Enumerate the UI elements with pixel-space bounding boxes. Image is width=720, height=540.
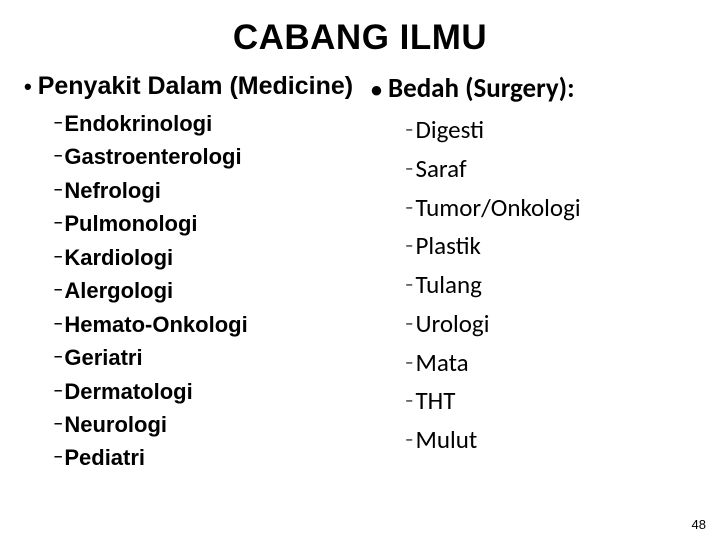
list-item: –Mulut <box>405 421 702 460</box>
right-column: • Bedah (Surgery): –Digesti –Saraf –Tumo… <box>363 72 702 475</box>
item-text: THT <box>415 382 455 421</box>
dash-icon: – <box>54 207 62 240</box>
list-item: –Gastroenterologi <box>54 140 355 173</box>
bullet-icon: • <box>371 79 382 101</box>
item-text: Mata <box>415 344 468 383</box>
list-item: –Digesti <box>405 111 702 150</box>
list-item: –Geriatri <box>54 341 355 374</box>
dash-icon: – <box>405 305 413 344</box>
columns: • Penyakit Dalam (Medicine) –Endokrinolo… <box>0 72 720 475</box>
item-text: Endokrinologi <box>64 107 212 140</box>
list-item: –Plastik <box>405 227 702 266</box>
dash-icon: – <box>405 189 413 228</box>
item-text: Neurologi <box>64 408 167 441</box>
page-number: 48 <box>692 517 706 532</box>
slide-title: CABANG ILMU <box>0 18 720 58</box>
item-text: Dermatologi <box>64 375 192 408</box>
dash-icon: – <box>405 111 413 150</box>
list-item: –Tulang <box>405 266 702 305</box>
dash-icon: – <box>405 344 413 383</box>
list-item: –Kardiologi <box>54 241 355 274</box>
item-text: Kardiologi <box>64 241 173 274</box>
list-item: –Mata <box>405 344 702 383</box>
item-text: Urologi <box>415 305 489 344</box>
bullet-icon: • <box>24 76 32 98</box>
dash-icon: – <box>54 274 62 307</box>
dash-icon: – <box>54 308 62 341</box>
item-text: Geriatri <box>64 341 142 374</box>
list-item: –Alergologi <box>54 274 355 307</box>
item-text: Saraf <box>415 150 466 189</box>
left-items: –Endokrinologi –Gastroenterologi –Nefrol… <box>24 107 355 475</box>
dash-icon: – <box>54 241 62 274</box>
item-text: Alergologi <box>64 274 173 307</box>
list-item: –Pediatri <box>54 441 355 474</box>
item-text: Hemato-Onkologi <box>64 308 247 341</box>
dash-icon: – <box>54 174 62 207</box>
left-heading-text: Penyakit Dalam (Medicine) <box>38 72 353 101</box>
item-text: Nefrologi <box>64 174 161 207</box>
list-item: –Hemato-Onkologi <box>54 308 355 341</box>
slide: CABANG ILMU • Penyakit Dalam (Medicine) … <box>0 0 720 540</box>
dash-icon: – <box>405 382 413 421</box>
dash-icon: – <box>54 140 62 173</box>
item-text: Gastroenterologi <box>64 140 241 173</box>
item-text: Plastik <box>415 227 480 266</box>
left-heading: • Penyakit Dalam (Medicine) <box>24 72 355 101</box>
item-text: Tulang <box>415 266 481 305</box>
item-text: Tumor/Onkologi <box>415 189 580 228</box>
dash-icon: – <box>405 266 413 305</box>
list-item: –Tumor/Onkologi <box>405 189 702 228</box>
left-column: • Penyakit Dalam (Medicine) –Endokrinolo… <box>24 72 363 475</box>
dash-icon: – <box>54 375 62 408</box>
list-item: –Nefrologi <box>54 174 355 207</box>
item-text: Pulmonologi <box>64 207 197 240</box>
item-text: Pediatri <box>64 441 145 474</box>
list-item: –Dermatologi <box>54 375 355 408</box>
dash-icon: – <box>54 107 62 140</box>
list-item: –Saraf <box>405 150 702 189</box>
dash-icon: – <box>54 408 62 441</box>
item-text: Digesti <box>415 111 484 150</box>
list-item: –Neurologi <box>54 408 355 441</box>
right-items: –Digesti –Saraf –Tumor/Onkologi –Plastik… <box>371 111 702 460</box>
list-item: –Urologi <box>405 305 702 344</box>
dash-icon: – <box>405 227 413 266</box>
right-heading-text: Bedah (Surgery): <box>388 72 575 105</box>
dash-icon: – <box>405 421 413 460</box>
list-item: –Endokrinologi <box>54 107 355 140</box>
dash-icon: – <box>54 441 62 474</box>
list-item: –THT <box>405 382 702 421</box>
list-item: –Pulmonologi <box>54 207 355 240</box>
dash-icon: – <box>54 341 62 374</box>
right-heading: • Bedah (Surgery): <box>371 72 702 105</box>
dash-icon: – <box>405 150 413 189</box>
item-text: Mulut <box>415 421 477 460</box>
